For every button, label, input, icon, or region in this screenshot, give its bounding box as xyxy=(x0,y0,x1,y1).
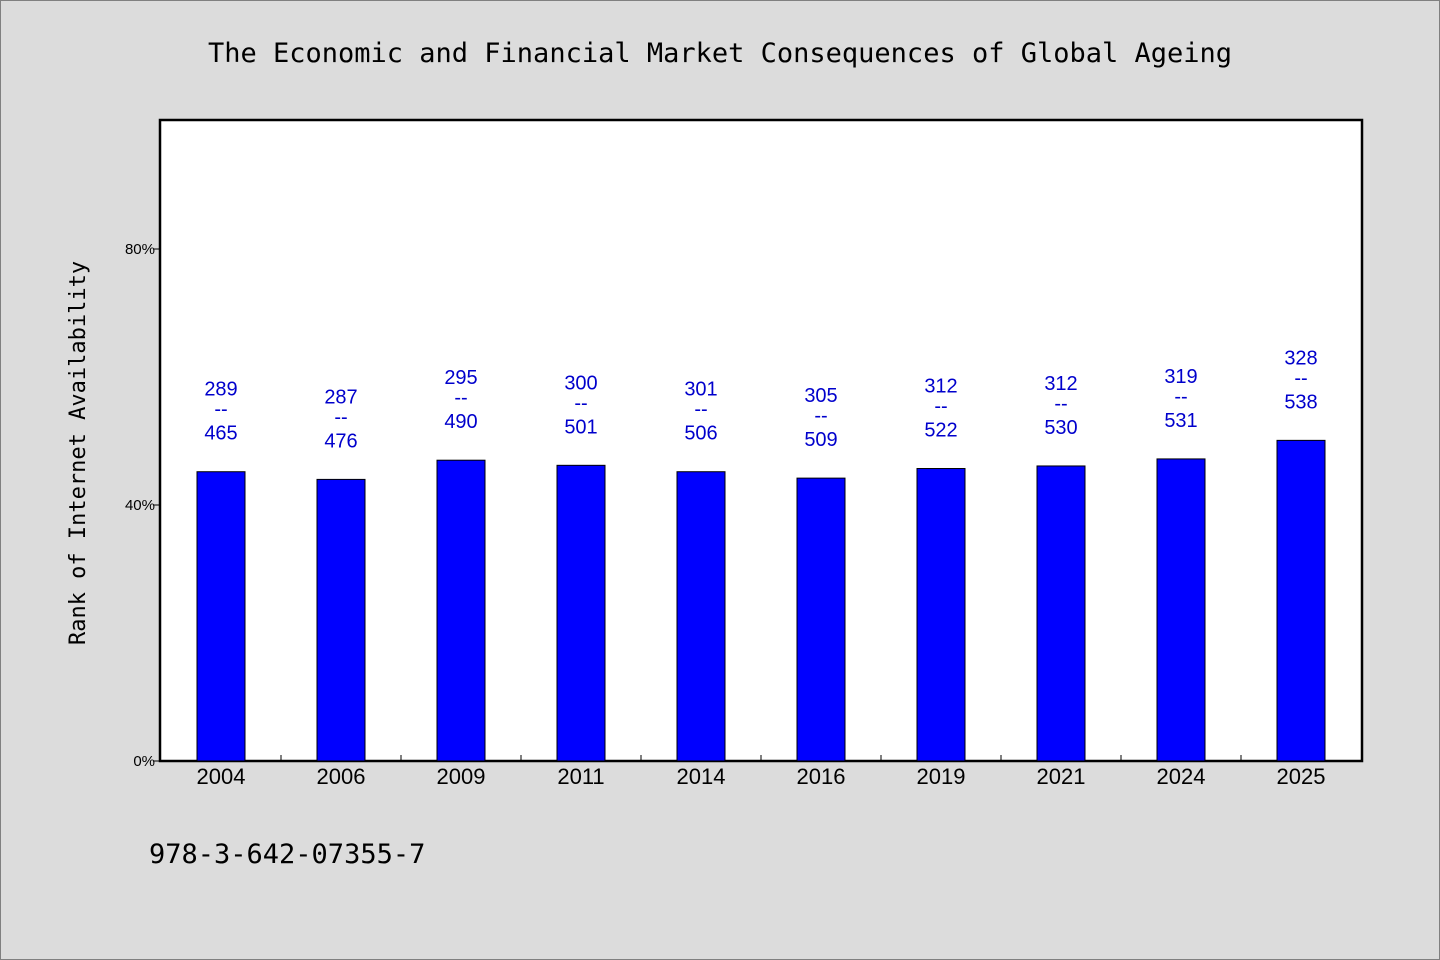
x-tick-label: 2009 xyxy=(437,764,486,789)
data-label-separator: -- xyxy=(454,387,467,409)
data-label-top: 295 xyxy=(444,367,477,389)
bars-group xyxy=(196,439,1326,762)
y-axis: 0% 40% 80% xyxy=(125,241,161,770)
data-label-top: 289 xyxy=(204,379,237,401)
data-labels-group: 289--465287--476295--490300--501301--506… xyxy=(204,347,1317,452)
x-tick-label: 2021 xyxy=(1037,764,1086,789)
y-tick-label: 40% xyxy=(125,497,155,514)
x-tick-label: 2014 xyxy=(677,764,726,789)
data-label-bottom: 490 xyxy=(444,411,477,433)
data-label-bottom: 530 xyxy=(1044,417,1077,439)
chart-title: The Economic and Financial Market Conseq… xyxy=(208,38,1232,69)
data-label-separator: -- xyxy=(1294,367,1307,389)
x-tick-label: 2025 xyxy=(1277,764,1326,789)
data-label-top: 287 xyxy=(324,386,357,408)
data-label-bottom: 522 xyxy=(924,420,957,442)
bar xyxy=(796,477,846,762)
data-label-separator: -- xyxy=(1054,393,1067,415)
x-tick-label: 2006 xyxy=(317,764,366,789)
bar xyxy=(556,464,606,762)
data-label-separator: -- xyxy=(694,399,707,421)
y-tick-label: 80% xyxy=(125,241,155,258)
y-axis-label: Rank of Internet Availability xyxy=(66,261,91,645)
data-label-bottom: 506 xyxy=(684,423,717,445)
bar xyxy=(1036,465,1086,762)
x-tick-label: 2016 xyxy=(797,764,846,789)
x-tick-label: 2019 xyxy=(917,764,966,789)
bar xyxy=(196,471,246,762)
data-label-top: 300 xyxy=(564,372,597,394)
x-axis: 2004 2006 2009 2011 2014 2016 2019 2021 2024 2025 xyxy=(197,755,1326,789)
data-label-separator: -- xyxy=(934,396,947,418)
bar xyxy=(1276,439,1326,762)
data-label-separator: -- xyxy=(334,406,347,428)
x-tick-label: 2024 xyxy=(1157,764,1206,789)
data-label-bottom: 465 xyxy=(204,423,237,445)
data-label-bottom: 538 xyxy=(1284,391,1317,413)
data-label-bottom: 509 xyxy=(804,429,837,451)
data-label-separator: -- xyxy=(214,399,227,421)
bar xyxy=(916,468,966,762)
bar xyxy=(1156,458,1206,762)
data-label-separator: -- xyxy=(574,392,587,414)
data-label-top: 319 xyxy=(1164,366,1197,388)
data-label-top: 312 xyxy=(1044,373,1077,395)
data-label-separator: -- xyxy=(814,405,827,427)
x-tick-label: 2004 xyxy=(197,764,246,789)
data-label-bottom: 501 xyxy=(564,416,597,438)
data-label-bottom: 531 xyxy=(1164,410,1197,432)
x-tick-label: 2011 xyxy=(557,764,604,789)
data-label-top: 305 xyxy=(804,385,837,407)
data-label-separator: -- xyxy=(1174,386,1187,408)
data-label-top: 301 xyxy=(684,379,717,401)
data-label-top: 328 xyxy=(1284,347,1317,369)
isbn-text: 978-3-642-07355-7 xyxy=(149,839,425,870)
bar xyxy=(316,478,366,762)
y-tick-label: 0% xyxy=(133,753,155,770)
bar xyxy=(436,459,486,762)
bar xyxy=(676,471,726,762)
data-label-bottom: 476 xyxy=(324,430,357,452)
data-label-top: 312 xyxy=(924,376,957,398)
